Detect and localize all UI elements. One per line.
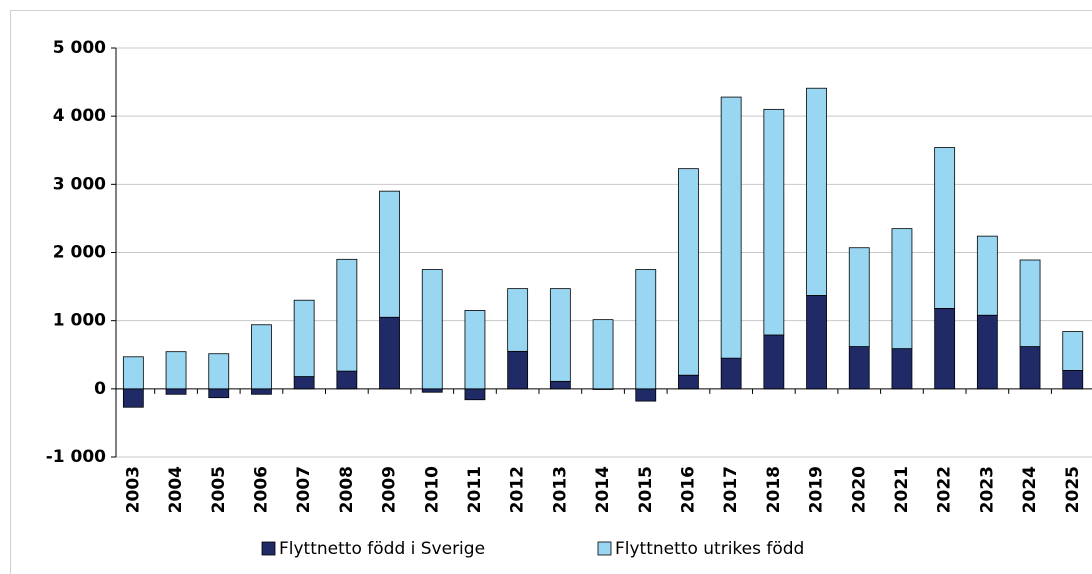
x-tick-label: 2006 [251,466,271,513]
legend-swatch [261,541,276,556]
bar-segment [1062,331,1084,371]
bar-segment [763,334,785,390]
x-tick-label: 2012 [508,466,528,513]
bar-segment [336,370,358,390]
x-tick-label: 2005 [209,466,229,513]
bar-segment [293,299,315,377]
y-tick-label: 2 000 [53,243,106,263]
x-tick-label: 2017 [721,466,741,513]
bar-segment [1019,259,1041,347]
bar-segment [635,269,657,390]
bar-segment [208,353,230,390]
chart-frame [10,10,1092,574]
bar-segment [891,228,913,350]
x-tick-label: 2011 [465,466,485,513]
bar-segment [336,258,358,372]
bar-segment [549,380,571,390]
x-tick-label: 2008 [337,466,357,513]
bar-segment [934,147,956,309]
bar-segment [507,288,529,352]
y-tick-label: 4 000 [53,106,106,126]
y-tick-label: -1 000 [46,447,106,467]
x-tick-label: 2009 [380,466,400,513]
bar-segment [891,348,913,390]
bar-segment [165,388,187,395]
bar-segment [421,388,443,393]
bar-segment [806,295,827,390]
bar-segment [379,316,400,390]
bar-segment [678,168,699,376]
x-tick-label: 2022 [935,466,955,513]
bar-segment [122,356,144,390]
y-tick-label: 1 000 [53,311,106,331]
bar-segment [208,388,230,399]
legend-swatch [597,541,612,556]
x-tick-label: 2025 [1063,466,1083,513]
bar-segment [122,388,144,408]
x-tick-label: 2024 [1020,466,1040,513]
bar-segment [763,108,785,336]
bar-segment [720,96,742,359]
bar-segment [1062,370,1084,390]
bar-segment [251,324,272,390]
x-tick-label: 2019 [807,466,827,513]
x-tick-label: 2015 [636,466,656,513]
y-tick-label: 5 000 [53,38,106,58]
x-tick-label: 2016 [678,466,698,513]
x-tick-label: 2021 [892,466,912,513]
bar-segment [848,346,870,390]
bar-segment [635,388,657,402]
x-tick-label: 2020 [849,466,869,513]
legend-label: Flyttnetto utrikes född [615,539,804,559]
y-tick-label: 0 [94,379,106,399]
bar-segment [293,376,315,390]
bar-segment [421,269,443,390]
bar-segment [976,235,998,316]
x-tick-label: 2007 [294,466,314,513]
bar-segment [592,319,614,390]
x-tick-label: 2013 [550,466,570,513]
bar-segment [464,388,486,401]
bar-segment [379,190,400,318]
x-tick-label: 2004 [166,466,186,513]
bar-segment [549,288,571,382]
legend-label: Flyttnetto född i Sverige [279,539,485,559]
bar-segment [1019,346,1041,390]
x-tick-label: 2010 [422,466,442,513]
x-tick-label: 2018 [764,466,784,513]
bar-segment [720,357,742,390]
x-tick-label: 2023 [977,466,997,513]
x-tick-label: 2014 [593,466,613,513]
bar-segment [848,247,870,347]
bar-segment [934,307,956,390]
bar-segment [806,87,827,296]
bar-segment [976,314,998,390]
bar-segment [165,351,187,390]
x-tick-label: 2003 [123,466,143,513]
bar-segment [251,388,272,395]
bar-segment [678,374,699,390]
y-tick-label: 3 000 [53,174,106,194]
bar-segment [464,310,486,390]
bar-segment [507,350,529,390]
